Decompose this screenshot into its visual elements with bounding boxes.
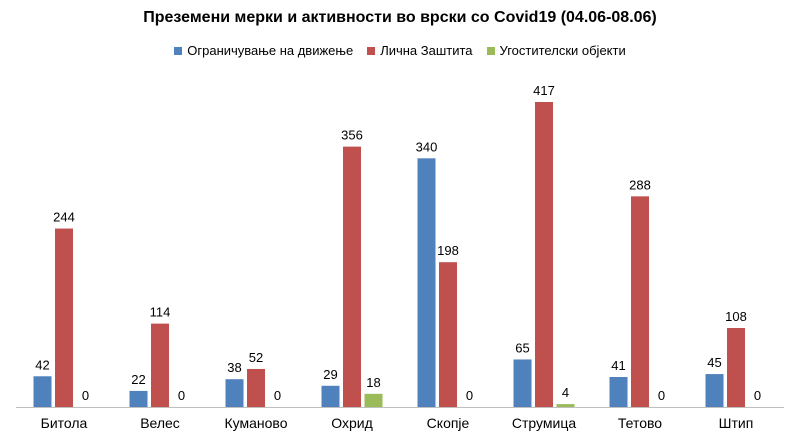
x-tick-label-8: Штип xyxy=(719,415,754,431)
bar-1-6 xyxy=(513,359,532,407)
legend: Ограничување на движење Лична Заштита Уг… xyxy=(0,43,800,58)
data-label-1-6: 65 xyxy=(515,340,529,355)
legend-swatch-protection xyxy=(367,46,376,55)
bar-2-2 xyxy=(151,323,169,407)
bar-1-8 xyxy=(705,374,724,407)
bar-3-4 xyxy=(364,393,383,407)
legend-item-movement: Ограничување на движење xyxy=(174,43,353,58)
bar-2-1 xyxy=(55,228,73,407)
legend-label-protection: Лична Заштита xyxy=(380,43,473,58)
bar-1-7 xyxy=(609,377,628,407)
bar-1-5 xyxy=(417,158,436,407)
x-tick-label-4: Охрид xyxy=(331,415,373,431)
data-label-3-3: 0 xyxy=(274,388,281,403)
data-label-3-6: 4 xyxy=(562,385,569,400)
data-label-3-1: 0 xyxy=(82,388,89,403)
bar-1-4 xyxy=(321,385,340,407)
data-label-1-1: 42 xyxy=(35,357,49,372)
data-label-3-2: 0 xyxy=(178,388,185,403)
bar-2-7 xyxy=(631,196,649,407)
bar-2-5 xyxy=(439,262,457,407)
data-label-2-2: 114 xyxy=(150,305,171,320)
x-tick-label-5: Скопје xyxy=(427,415,470,431)
data-label-1-2: 22 xyxy=(131,372,145,387)
bar-2-3 xyxy=(247,368,265,407)
legend-label-hospitality: Угостителски објекти xyxy=(499,43,626,58)
data-label-3-4: 18 xyxy=(366,375,380,390)
bar-2-8 xyxy=(727,328,745,407)
bar-3-6 xyxy=(556,404,575,407)
data-label-1-5: 340 xyxy=(416,139,438,154)
data-label-1-8: 45 xyxy=(707,355,721,370)
legend-swatch-movement xyxy=(174,46,183,55)
data-label-1-3: 38 xyxy=(227,360,241,375)
data-label-3-7: 0 xyxy=(658,388,665,403)
x-tick-label-7: Тетово xyxy=(618,415,662,431)
data-label-2-7: 288 xyxy=(629,177,651,192)
legend-item-hospitality: Угостителски објекти xyxy=(486,43,626,58)
bar-1-1 xyxy=(33,376,52,407)
legend-item-protection: Лична Заштита xyxy=(367,43,473,58)
data-label-3-5: 0 xyxy=(466,388,473,403)
data-label-2-3: 52 xyxy=(249,350,263,365)
data-label-3-8: 0 xyxy=(754,388,761,403)
data-label-2-6: 417 xyxy=(533,83,555,98)
x-tick-label-3: Куманово xyxy=(225,415,288,431)
bar-1-3 xyxy=(225,379,244,407)
x-tick-label-1: Битола xyxy=(41,415,88,431)
chart-title: Преземени мерки и активности во врски со… xyxy=(143,9,657,26)
data-label-1-4: 29 xyxy=(323,367,337,382)
data-label-2-4: 356 xyxy=(341,128,363,143)
bar-2-6 xyxy=(535,102,553,407)
data-label-1-7: 41 xyxy=(611,358,625,373)
bar-2-4 xyxy=(343,146,361,407)
legend-swatch-hospitality xyxy=(486,46,495,55)
data-label-2-1: 244 xyxy=(53,210,75,225)
data-label-2-8: 108 xyxy=(725,309,747,324)
bar-1-2 xyxy=(129,390,148,407)
legend-label-movement: Ограничување на движење xyxy=(187,43,354,58)
data-label-2-5: 198 xyxy=(437,243,459,258)
x-tick-label-6: Струмица xyxy=(512,415,576,431)
x-tick-label-2: Велес xyxy=(140,415,180,431)
